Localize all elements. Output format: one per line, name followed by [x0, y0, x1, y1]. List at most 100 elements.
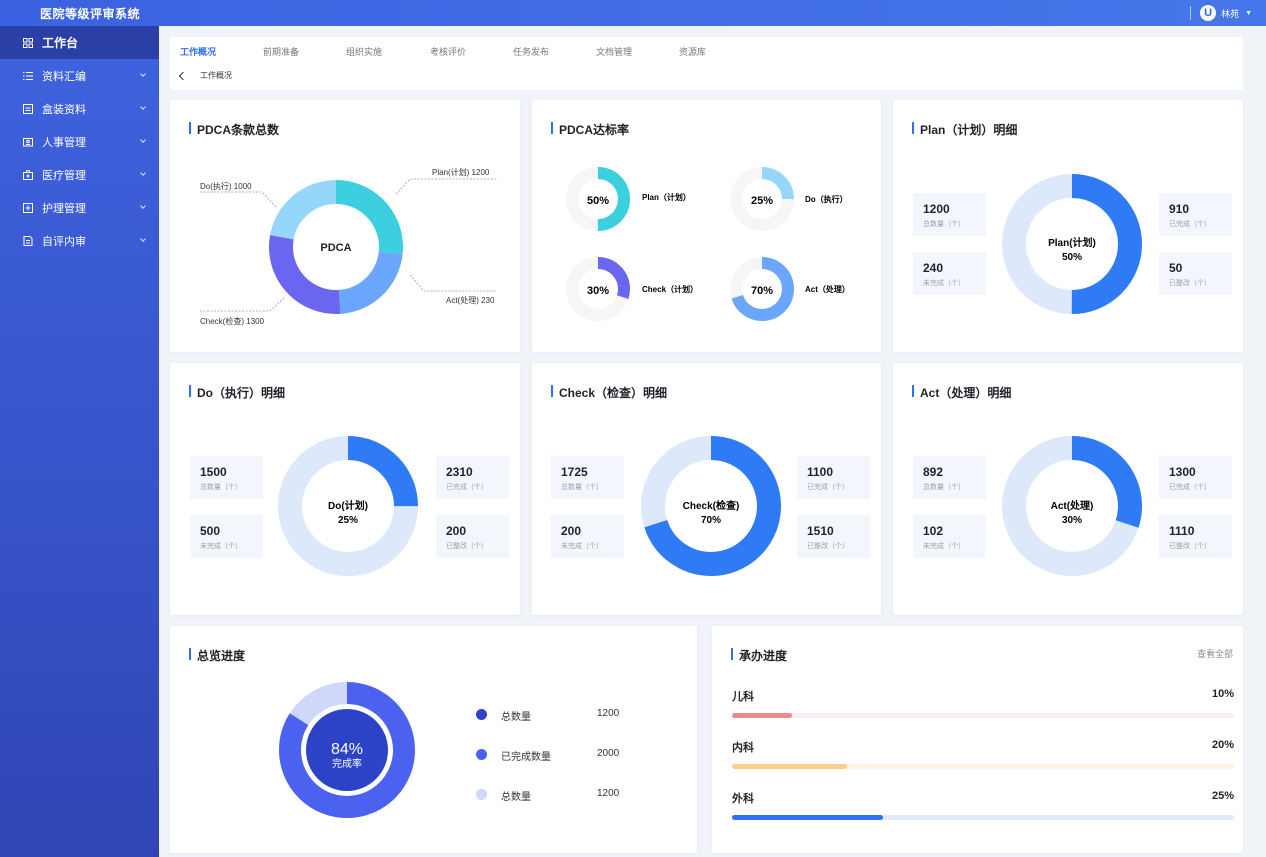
stat-label: 总数量（个） [923, 484, 965, 491]
dept-name: 外科 [732, 793, 754, 805]
legend-value: 1200 [597, 708, 620, 719]
ring-progress [279, 682, 415, 818]
slice-label-plan: Plan(计划) 1200 [432, 168, 490, 177]
chevron-down-icon [140, 104, 146, 110]
sidebar-item-self-audit[interactable]: 自评内审 [0, 224, 159, 257]
gauge-pct: 25% [751, 195, 773, 207]
stat-value: 240 [923, 261, 944, 275]
tab-implementation[interactable]: 组织实施 [346, 47, 383, 57]
stat-completed: 1100 已完成（个） [797, 456, 870, 499]
progress-track [732, 764, 1234, 769]
leader-line [409, 274, 497, 292]
box-icon [23, 103, 33, 114]
gauge-center [578, 269, 618, 309]
gauge-label: Plan（计划） [642, 192, 691, 202]
stat-total: 892 总数量（个） [913, 456, 986, 499]
tabs-panel: 工作概况 前期准备 组织实施 考核评价 任务发布 文档管理 资源库 工作概况 [170, 37, 1243, 90]
donut-center-pct: 25% [338, 515, 358, 526]
stat-label: 已整改（个） [1169, 543, 1211, 550]
view-all-link[interactable]: 查看全部 [1196, 649, 1233, 659]
pdca-donut-chart: PDCA [200, 178, 497, 314]
stat-incomplete: 240 未完成（个） [913, 252, 986, 295]
donut-slice[interactable] [269, 180, 403, 314]
sidebar-item-label: 自评内审 [42, 235, 86, 248]
gauge-arc [730, 167, 794, 231]
sidebar-item-medical[interactable]: 医疗管理 [0, 158, 159, 191]
tab-evaluation[interactable]: 考核评价 [430, 47, 467, 57]
stat-rectified: 1110 已整改（个） [1159, 515, 1232, 558]
stat-total: 1500 总数量（个） [190, 456, 263, 499]
sidebar-item-hr[interactable]: 人事管理 [0, 125, 159, 158]
sidebar-item-label: 护理管理 [42, 202, 86, 215]
overview-card: 总览进度 84% 完成率 总数量 1200 已完成数量 2000 总数量 120… [170, 626, 697, 853]
sidebar-item-nursing[interactable]: 护理管理 [0, 191, 159, 224]
donut-ring [641, 436, 781, 576]
back-arrow-icon[interactable] [178, 71, 188, 80]
donut-ring [1002, 174, 1142, 314]
donut-center-pct: 30% [1062, 515, 1082, 526]
gauge-do [730, 167, 794, 231]
stat-completed: 2310 已完成（个） [436, 456, 509, 499]
chevron-down-icon [140, 203, 146, 209]
donut-center-name: Do(计划) [328, 499, 368, 512]
document-icon [23, 235, 33, 246]
stat-value: 1510 [807, 524, 834, 538]
legend-name: 总数量 [501, 792, 531, 803]
gauge-arc [566, 167, 630, 231]
donut-center-name: Plan(计划) [1048, 236, 1096, 249]
slice-label-do: Do(执行) 1000 [200, 182, 252, 191]
dept-pct: 25% [1211, 790, 1234, 802]
ring-progress [1002, 174, 1142, 314]
stat-value: 1300 [1169, 465, 1196, 479]
avatar[interactable]: U [1200, 5, 1217, 21]
sidebar-item-label: 资料汇编 [42, 70, 86, 83]
legend-dot [476, 749, 487, 760]
donut-center-name: Act(处理) [1051, 499, 1094, 512]
legend-name: 已完成数量 [501, 752, 551, 763]
stat-label: 已整改（个） [807, 543, 849, 550]
tab-documents[interactable]: 文档管理 [596, 47, 633, 57]
ring-progress [278, 436, 418, 576]
pdca-rate-gauges: 50% 25% 30% 70% Plan（计划） Do（执行） Check（计划… [566, 167, 850, 321]
stat-value: 2310 [446, 465, 473, 479]
donut-center-label: PDCA [320, 242, 351, 254]
stat-incomplete: 102 未完成（个） [913, 515, 986, 558]
tab-preparation[interactable]: 前期准备 [263, 47, 300, 57]
gauge-label: Act（处理） [805, 284, 850, 294]
gauge-center [742, 269, 782, 309]
divider [1190, 6, 1192, 20]
sidebar-item-boxed[interactable]: 盒装资料 [0, 92, 159, 125]
legend-item: 已完成数量 2000 [476, 747, 646, 763]
user-menu[interactable]: U 林苑 ▼ [1190, 4, 1252, 22]
sidebar-item-materials[interactable]: 资料汇编 [0, 59, 159, 92]
gauge-arc [566, 257, 630, 321]
overview-pct-label: 完成率 [332, 757, 362, 770]
list-icon [23, 71, 33, 80]
breadcrumb-current: 工作概况 [200, 71, 232, 80]
gauge-label: Do（执行） [805, 194, 848, 204]
caret-down-icon[interactable]: ▼ [1245, 9, 1252, 17]
stat-label: 已完成（个） [807, 484, 849, 491]
tab-tasks[interactable]: 任务发布 [513, 47, 550, 57]
leader-line [200, 191, 277, 208]
legend-dot [476, 789, 487, 800]
card-title: Do（执行）明细 [189, 384, 285, 401]
stat-label: 总数量（个） [923, 221, 965, 228]
sidebar-item-workbench[interactable]: 工作台 [0, 26, 159, 59]
stat-value: 892 [923, 465, 944, 479]
grid-icon [23, 37, 33, 48]
card-title: PDCA达标率 [551, 121, 629, 138]
gauge-plan [566, 167, 630, 231]
tab-resources[interactable]: 资源库 [679, 47, 707, 57]
tab-overview[interactable]: 工作概况 [180, 47, 217, 57]
donut-slice[interactable] [269, 180, 403, 314]
user-name[interactable]: 林苑 [1221, 8, 1240, 19]
donut-center-name: Check(检查) [683, 499, 740, 512]
stat-label: 已完成（个） [1169, 221, 1211, 228]
gauge-pct: 70% [751, 285, 773, 297]
act-detail-card: Act（处理）明细 892 总数量（个） 102 未完成（个） 1300 已完成（个）… [893, 363, 1243, 615]
stat-value: 1500 [200, 465, 227, 479]
stat-value: 1110 [1169, 524, 1195, 538]
dept-name: 内科 [732, 742, 754, 754]
legend-item: 总数量 1200 [476, 707, 646, 723]
